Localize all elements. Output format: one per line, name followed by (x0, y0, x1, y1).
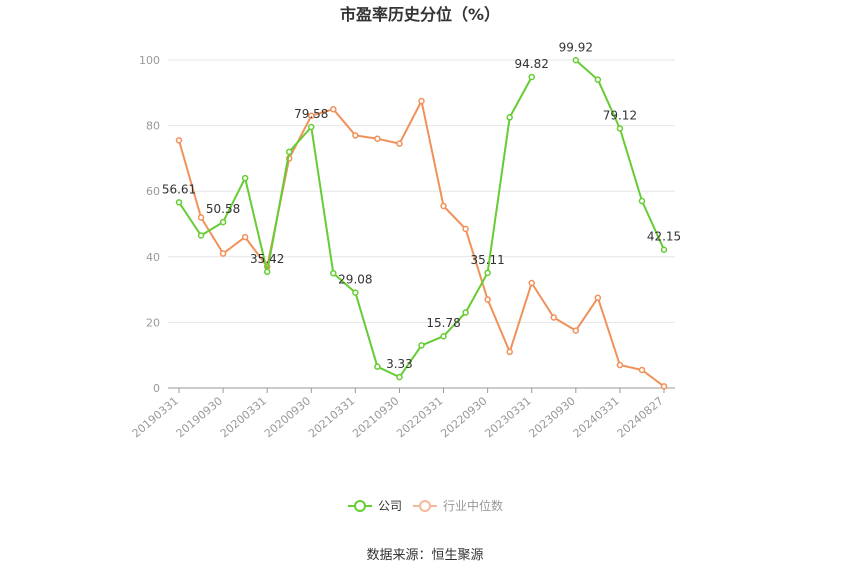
data-point (572, 57, 580, 64)
x-tick-label: 20200930 (262, 394, 313, 440)
data-point (418, 342, 425, 349)
legend-marker-industry (419, 500, 431, 512)
y-tick-label: 60 (146, 185, 160, 198)
legend-label-company: 公司 (378, 499, 402, 513)
data-point (175, 137, 183, 144)
legend-marker-company (354, 500, 366, 512)
x-tick-label: 20240827 (615, 394, 666, 440)
series-industry (175, 97, 668, 390)
x-tick-label: 20190331 (130, 394, 181, 440)
data-point (330, 105, 337, 113)
data-label: 50.58 (206, 202, 240, 216)
chart-title: 市盈率历史分位（%） (340, 5, 500, 24)
data-point (241, 174, 249, 182)
data-point (197, 214, 205, 221)
data-point (616, 361, 624, 369)
data-point (440, 202, 447, 210)
data-label: 35.11 (470, 253, 504, 267)
data-point (484, 296, 491, 303)
data-point (506, 348, 513, 356)
x-tick-label: 20230930 (526, 394, 577, 440)
data-point (594, 294, 602, 302)
data-point (175, 199, 183, 206)
series-line (575, 59, 665, 251)
x-tick-label: 20220930 (438, 394, 489, 440)
data-point (219, 250, 227, 257)
data-point (638, 366, 646, 374)
data-label: 42.15 (647, 230, 681, 244)
source-note: 数据来源：恒生聚源 (366, 548, 483, 563)
data-point (572, 327, 580, 334)
data-point (374, 363, 381, 370)
grid (168, 59, 675, 323)
data-point (594, 76, 602, 83)
x-tick-label: 20240331 (571, 394, 622, 440)
y-axis: 0 20 40 60 80 100 (139, 54, 160, 395)
data-label: 79.12 (603, 108, 637, 122)
data-point (285, 148, 293, 156)
data-point (660, 246, 668, 253)
x-tick-label: 20230331 (482, 394, 533, 440)
x-tick-label: 20220331 (394, 394, 445, 440)
series-layer (175, 57, 668, 390)
data-label: 79.58 (294, 107, 328, 121)
data-point (219, 218, 227, 226)
data-point (396, 140, 403, 147)
data-label: 29.08 (338, 273, 372, 287)
data-point (550, 314, 558, 321)
x-tick-label: 20200331 (218, 394, 269, 440)
data-point (308, 123, 315, 131)
data-label: 3.33 (386, 357, 413, 371)
data-point (352, 289, 359, 296)
data-point (374, 135, 381, 142)
data-point (638, 197, 646, 205)
legend[interactable]: 公司 行业中位数 (348, 498, 503, 513)
data-point (660, 383, 668, 390)
data-point (462, 225, 469, 233)
legend-item-industry[interactable]: 行业中位数 (413, 498, 503, 513)
data-point (506, 114, 513, 121)
data-point (352, 132, 359, 139)
data-point (528, 73, 535, 81)
y-tick-label: 100 (139, 54, 160, 67)
x-tick-label: 20210331 (306, 394, 357, 440)
legend-label-industry: 行业中位数 (443, 498, 503, 513)
data-label: 35.42 (250, 252, 284, 266)
legend-item-company[interactable]: 公司 (348, 499, 402, 513)
data-point (462, 309, 469, 316)
data-label: 56.61 (162, 182, 196, 196)
x-tick-label: 20210930 (350, 394, 401, 440)
x-axis: 2019033120190930202003312020093020210331… (130, 387, 675, 440)
data-label: 99.92 (559, 40, 593, 54)
data-label: 94.82 (515, 57, 549, 71)
data-point (330, 269, 337, 277)
data-point (396, 373, 403, 381)
series-company (175, 57, 668, 381)
data-point (418, 97, 425, 105)
data-label: 15.78 (426, 316, 460, 330)
y-tick-label: 20 (146, 316, 160, 329)
data-point (197, 232, 205, 239)
data-point (440, 332, 447, 340)
y-tick-label: 0 (153, 382, 160, 395)
data-point (528, 279, 535, 287)
series-line (178, 76, 533, 379)
data-point (263, 268, 271, 276)
y-tick-label: 80 (146, 120, 160, 133)
data-point (484, 269, 491, 277)
data-labels: 56.61 50.58 35.42 79.58 29.08 3.33 15.78 35.11 9… (162, 40, 681, 371)
x-tick-label: 20190930 (174, 394, 225, 440)
y-tick-label: 40 (146, 251, 160, 264)
data-point (616, 125, 624, 132)
data-point (241, 233, 249, 241)
data-point (308, 112, 315, 120)
